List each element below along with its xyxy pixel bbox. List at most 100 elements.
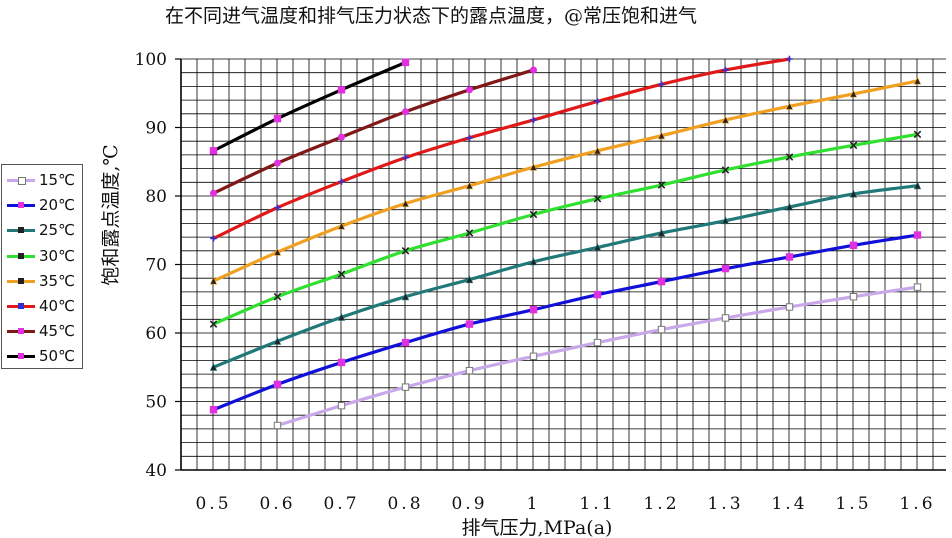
data-point [913, 283, 922, 291]
data-point [401, 58, 410, 67]
data-point [273, 114, 282, 123]
legend-label: 45℃ [39, 322, 75, 341]
data-point [337, 358, 346, 367]
data-point [657, 325, 666, 334]
data-point [721, 166, 730, 174]
data-point [849, 292, 858, 301]
data-point [273, 380, 282, 389]
data-point [721, 115, 730, 124]
x-tick-label: 1 [527, 494, 541, 514]
x-tick-label: 1.5 [835, 494, 871, 514]
data-point [465, 86, 473, 94]
legend-label: 25℃ [39, 221, 75, 240]
series-line [212, 57, 790, 240]
data-point [785, 253, 794, 261]
data-point [529, 306, 538, 314]
data-point [209, 406, 218, 414]
data-point [337, 401, 346, 410]
legend-item: 45℃ [2, 319, 84, 343]
legend-marker [18, 277, 24, 284]
data-point [785, 153, 794, 161]
legend-label: 15℃ [39, 171, 75, 189]
x-tick-label: 0.7 [323, 494, 359, 514]
series-line [212, 60, 407, 153]
data-point [913, 76, 922, 85]
data-point [721, 216, 730, 225]
data-point [465, 320, 474, 328]
data-point [209, 320, 218, 328]
data-point [785, 101, 794, 110]
data-point [274, 204, 281, 211]
data-point [785, 303, 794, 311]
x-axis-title: 排气压力,MPa(a) [462, 517, 613, 538]
series-line [212, 79, 918, 283]
legend-label: 40℃ [39, 297, 75, 315]
axis-layer [175, 58, 946, 471]
data-point [913, 130, 922, 139]
data-point [849, 89, 858, 98]
y-tick-label: 100 [135, 50, 167, 70]
legend-item: 50℃ [2, 344, 84, 368]
data-point [273, 421, 282, 430]
data-point [273, 292, 282, 301]
data-point [465, 229, 474, 237]
data-point [849, 241, 858, 250]
data-point [401, 383, 410, 391]
data-point [657, 131, 666, 140]
legend-marker [18, 252, 24, 259]
x-tick-label: 1.2 [643, 494, 679, 514]
data-point [209, 276, 218, 285]
data-point [594, 98, 601, 105]
y-tick-label: 70 [145, 256, 167, 276]
data-point [849, 141, 858, 150]
y-tick-label: 90 [145, 119, 167, 139]
x-tick-label: 1.3 [707, 494, 743, 514]
data-point [401, 108, 409, 116]
x-tick-label: 0.6 [259, 494, 295, 514]
data-point [401, 292, 410, 301]
legend-label: 50℃ [39, 347, 75, 366]
x-tick-label: 1.6 [899, 494, 935, 514]
data-point [785, 202, 794, 211]
data-point [273, 159, 281, 167]
y-tick-label: 40 [145, 461, 167, 481]
data-point [529, 257, 538, 266]
data-point [337, 86, 346, 94]
data-point [913, 231, 922, 239]
data-point [658, 81, 665, 88]
y-tick-label: 50 [145, 393, 167, 413]
legend-marker [18, 177, 26, 185]
data-point [593, 338, 602, 347]
data-point [337, 312, 346, 321]
data-point [337, 221, 346, 230]
data-point [593, 146, 602, 155]
x-tick-label: 0.8 [387, 494, 423, 514]
legend-marker [18, 303, 24, 309]
legend-item: 30℃ [2, 244, 84, 268]
label-layer: 40 50 60 70 80 90 100 0.5 0.6 0.7 0.8 0.9 1 1.1 1.2 1.3… [100, 50, 935, 538]
legend-item: 15℃ [2, 168, 84, 192]
data-point [210, 189, 218, 197]
data-point [786, 55, 793, 63]
legend-marker [18, 227, 24, 234]
data-point [721, 264, 730, 273]
grid-layer [180, 58, 946, 471]
data-point [529, 162, 538, 171]
series-line [212, 184, 918, 369]
data-point [338, 178, 345, 185]
x-tick-label: 0.5 [195, 494, 231, 514]
data-point [402, 154, 409, 161]
data-point [657, 181, 666, 189]
data-point [657, 277, 666, 286]
data-point [465, 275, 474, 284]
x-tick-label: 1.4 [771, 494, 807, 514]
data-point [337, 133, 345, 141]
data-point [913, 181, 922, 190]
data-point [209, 362, 218, 371]
legend-label: 20℃ [39, 196, 75, 215]
data-point [210, 235, 217, 242]
x-tick-label: 0.9 [451, 494, 487, 514]
legend-label: 35℃ [39, 271, 75, 290]
data-point [721, 314, 730, 322]
